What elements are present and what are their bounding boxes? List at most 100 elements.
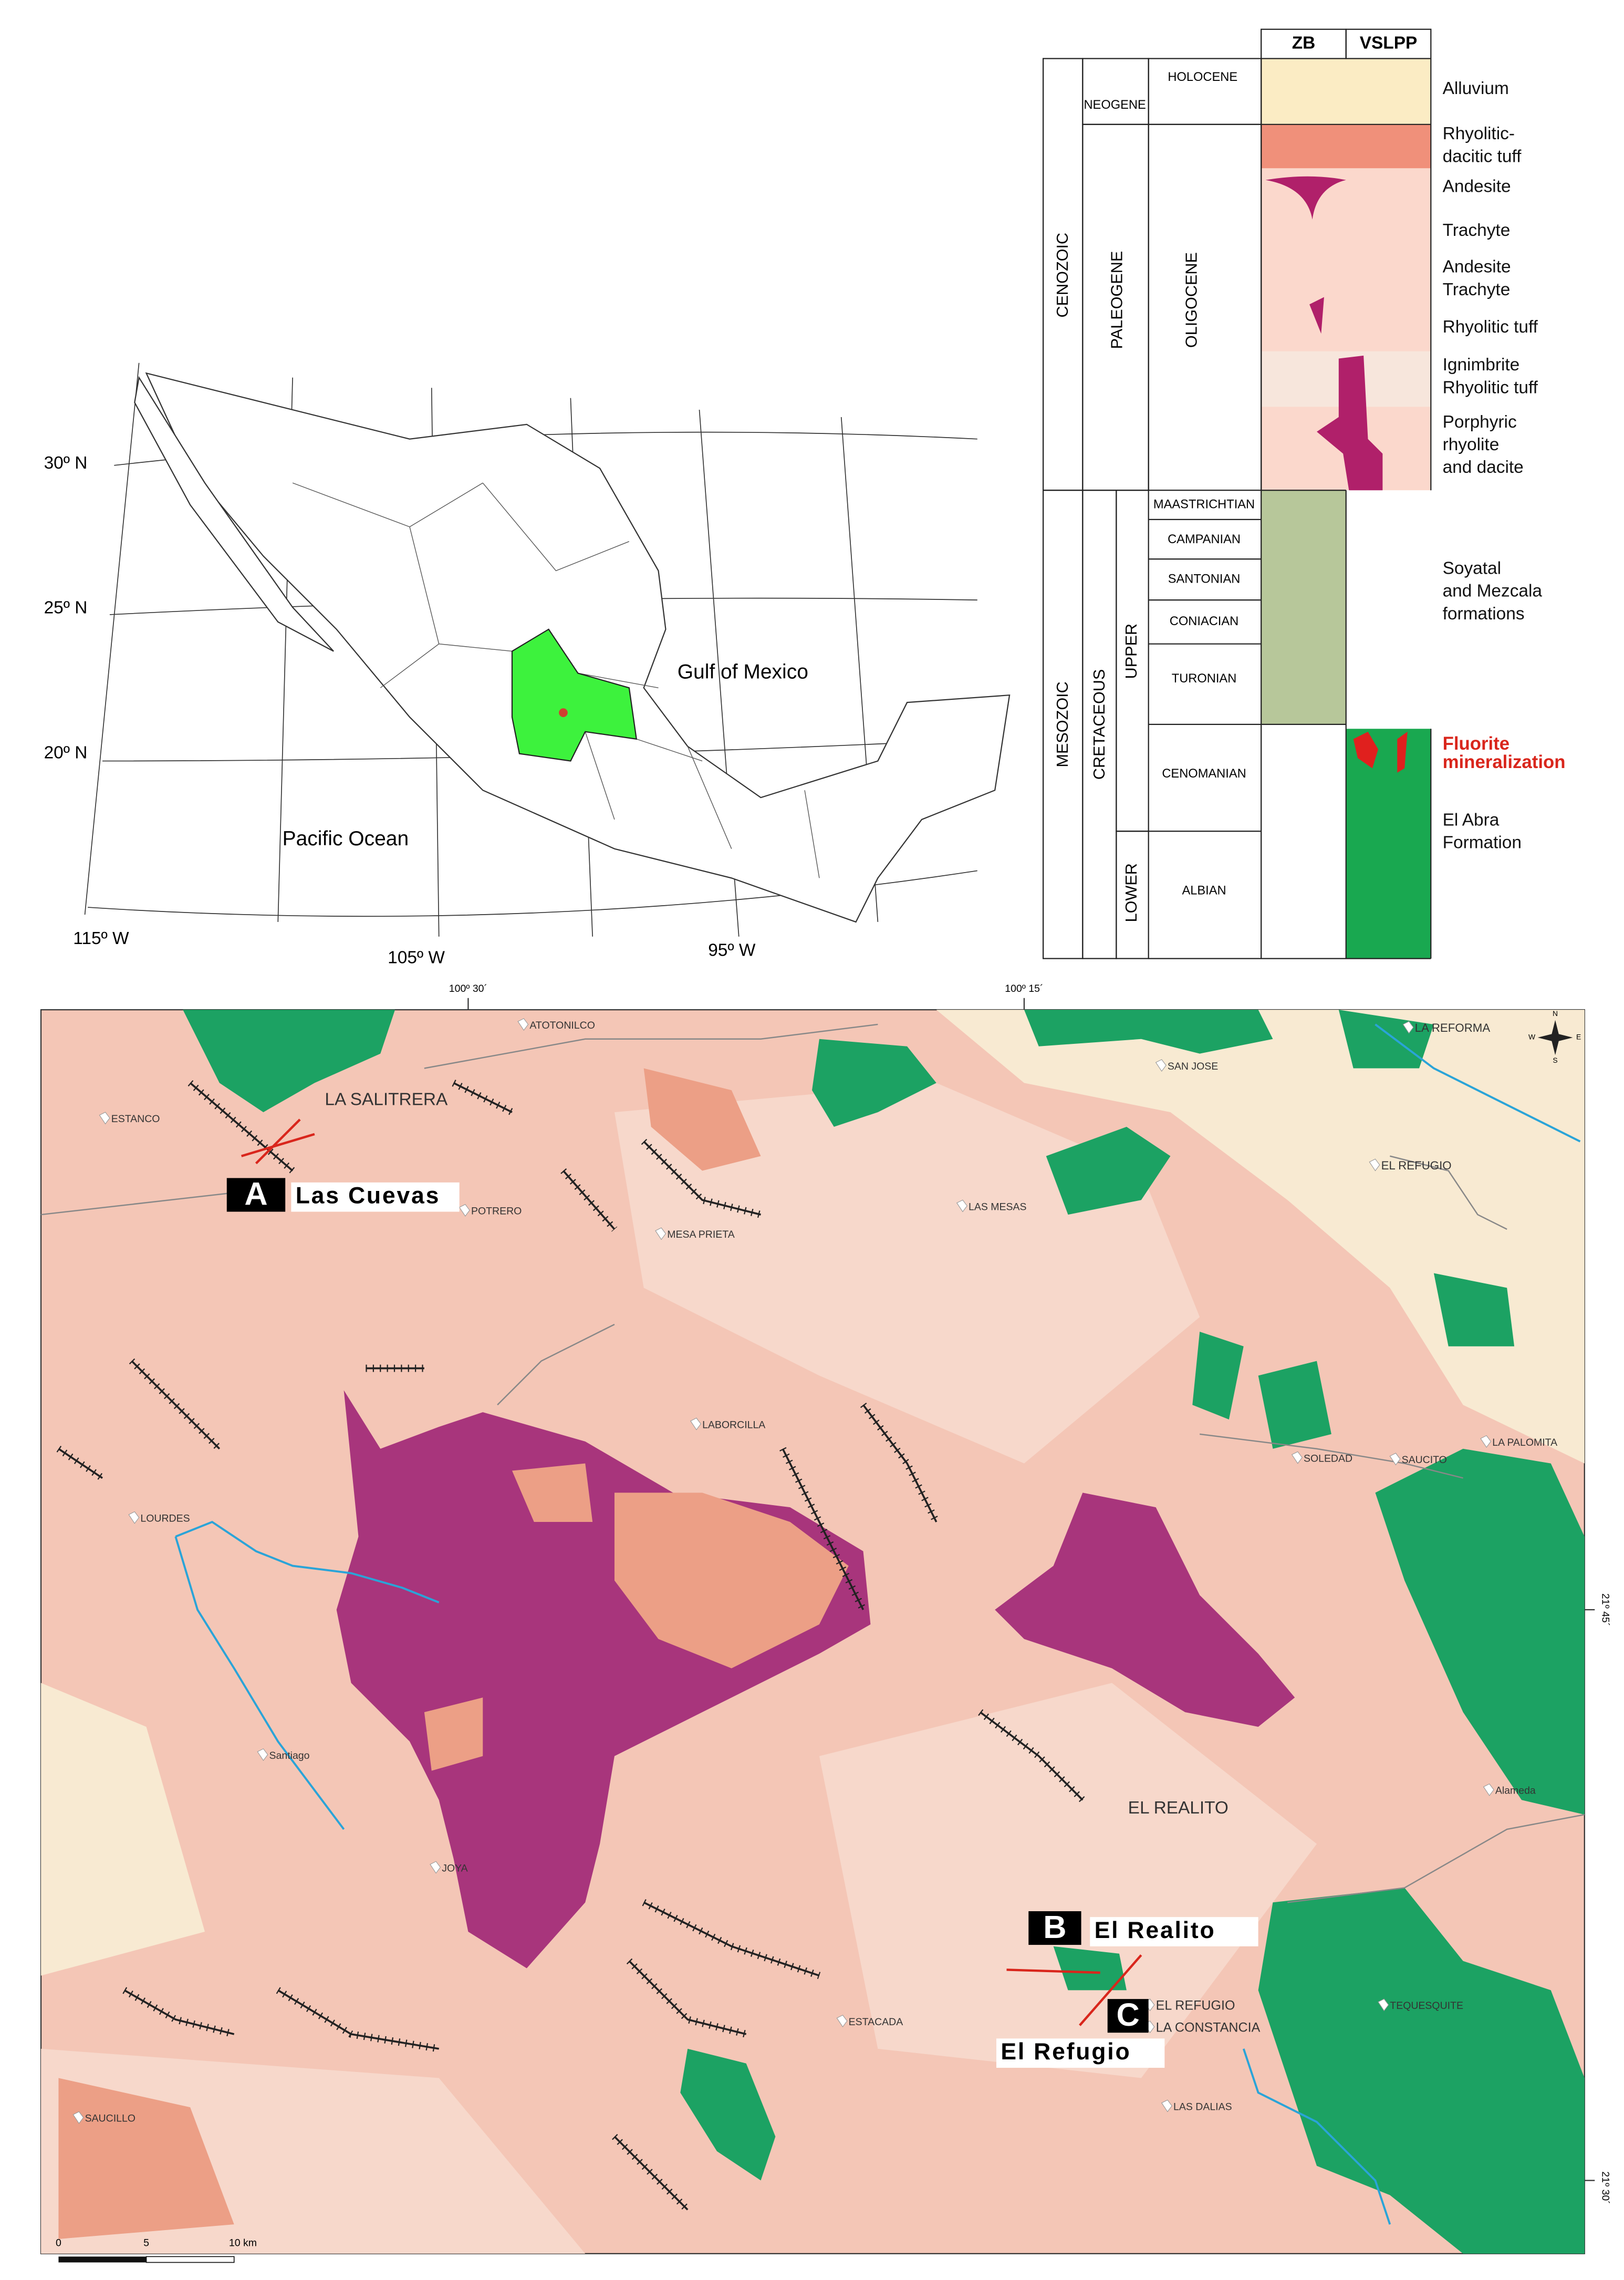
rhyolitic-tuff-area [58,1068,849,2239]
place-label: JOYA [442,1862,467,1874]
compass-label: N [1553,1009,1558,1018]
longitude-label: 105º W [388,948,445,967]
state-highlight [511,628,638,762]
town-icon [517,1018,529,1031]
epoch-label: LOWER [1122,863,1140,922]
tuff-light-area [40,1083,1317,2254]
place-label: EL REFUGIO [1381,1159,1452,1172]
tuff-intrusion [1309,297,1324,334]
coordinate-label: 21º 30´ [1600,2171,1611,2204]
quaternary-area [40,1010,1585,1976]
town-icon [1389,1453,1401,1466]
place-label: LAS DALIAS [1173,2101,1232,2112]
town-icon [1161,2099,1172,2112]
site-letter: B [1043,1909,1066,1945]
site-name-bg [291,1182,460,1212]
unit-label: rhyolite [1443,435,1500,454]
scale-label: 5 [143,2237,149,2248]
place-label: ESTACADA [849,2016,903,2028]
unit-label: Porphyric [1443,412,1517,432]
soyatal-fill [1261,490,1346,724]
town-icon [72,2111,84,2124]
el-abra-fill [1346,729,1431,959]
coordinate-label: 100º 30´ [449,983,487,994]
header-cell [1345,28,1432,59]
stage-label: ALBIAN [1182,884,1226,898]
place-label: MESA PRIETA [667,1229,734,1240]
place-label: LA PALOMITA [1492,1437,1557,1448]
unit-label: Trachyte [1443,221,1511,240]
place-label: Santiago [269,1750,310,1761]
place-label: EL REFUGIO [1156,1998,1235,2013]
place-label: LOURDES [140,1513,190,1525]
scale-bar: 0 5 10 km [56,2237,257,2263]
site-name: El Refugio [1001,2039,1131,2065]
compass-label: S [1553,1056,1557,1064]
place-label: EL REALITO [1128,1798,1229,1818]
river [174,1023,1581,2225]
compass: N E S W [1528,1009,1581,1064]
unit-label: Fluorite [1443,733,1510,754]
column-header: VSLPP [1360,33,1418,53]
town-icon [1483,1783,1494,1796]
unit-label: Rhyolitic tuff [1443,317,1538,337]
unit-label: Alluvium [1443,79,1509,98]
unit-label: Soyatal [1443,558,1501,578]
place-label: TEQUESQUITE [1390,2000,1463,2012]
site-box [1107,1999,1149,2033]
site-name: El Realito [1095,1918,1216,1943]
unit-label: Trachyte [1443,280,1511,299]
place-label: SAN JOSE [1168,1061,1218,1072]
andesite-intrusion [1265,176,1346,220]
unit-label: Ignimbrite [1443,355,1520,375]
site-letter: C [1117,1997,1140,2033]
unit-label: Rhyolitic- [1443,124,1515,143]
town-icon [1155,1059,1167,1072]
unit-label: Formation [1443,833,1522,853]
town-icon [459,1204,470,1217]
site-labels: A Las Cuevas B El Realito C El Refugio [226,1176,1258,2068]
latitude-label: 25º N [44,598,88,618]
coordinate-tick [467,998,1595,2181]
unit-label: formations [1443,604,1525,624]
town-icon [1402,1021,1414,1034]
era-label: MESOZOIC [1054,681,1071,767]
epoch-cell [1116,831,1149,959]
longitude-label: 115º W [73,929,129,948]
period-label: NEOGENE [1084,98,1146,112]
place-label: POTRERO [471,1206,522,1217]
stage-label: MAASTRICHTIAN [1153,498,1255,511]
study-area [559,708,568,717]
site-name-bg [1090,1917,1258,1946]
latitude-label: 30º N [44,453,88,473]
unit-label: dacitic tuff [1443,147,1522,166]
town-icon [1369,1158,1380,1172]
inset-map: 30º N 25º N 20º N 115º W 105º W 95º W Gu… [44,362,1011,967]
porphyry-intrusion [1317,355,1383,491]
site-box [1028,1911,1081,1945]
place-label: LA SALITRERA [325,1090,448,1110]
alluvium-fill [1261,58,1431,125]
site-box [226,1178,286,1212]
epoch-cell [1148,58,1262,125]
scale-label: 0 [56,2237,61,2248]
town-icon [1480,1435,1492,1448]
unit-label: Andesite [1443,257,1511,277]
unit-label: and dacite [1443,458,1524,477]
baja-california [134,376,334,652]
limestone-area [183,1010,1585,2254]
coordinate-label: 100º 15´ [1005,983,1043,994]
epoch-label: HOLOCENE [1168,70,1237,84]
epoch-label: UPPER [1122,624,1140,679]
latitude-label: 20º N [44,743,88,762]
fault-ticks [56,1080,1086,2213]
unit-label: Rhyolitic tuff [1443,378,1538,397]
place-label: LA REFORMA [1415,1021,1491,1034]
state-borders [292,482,820,878]
site-letter: A [244,1176,267,1211]
epoch-cell [1148,123,1262,491]
place-label: LAS MESAS [969,1201,1026,1212]
town-icon [257,1748,268,1761]
sea-label: Pacific Ocean [283,827,409,850]
place-label: ATOTONILCO [529,1020,595,1031]
